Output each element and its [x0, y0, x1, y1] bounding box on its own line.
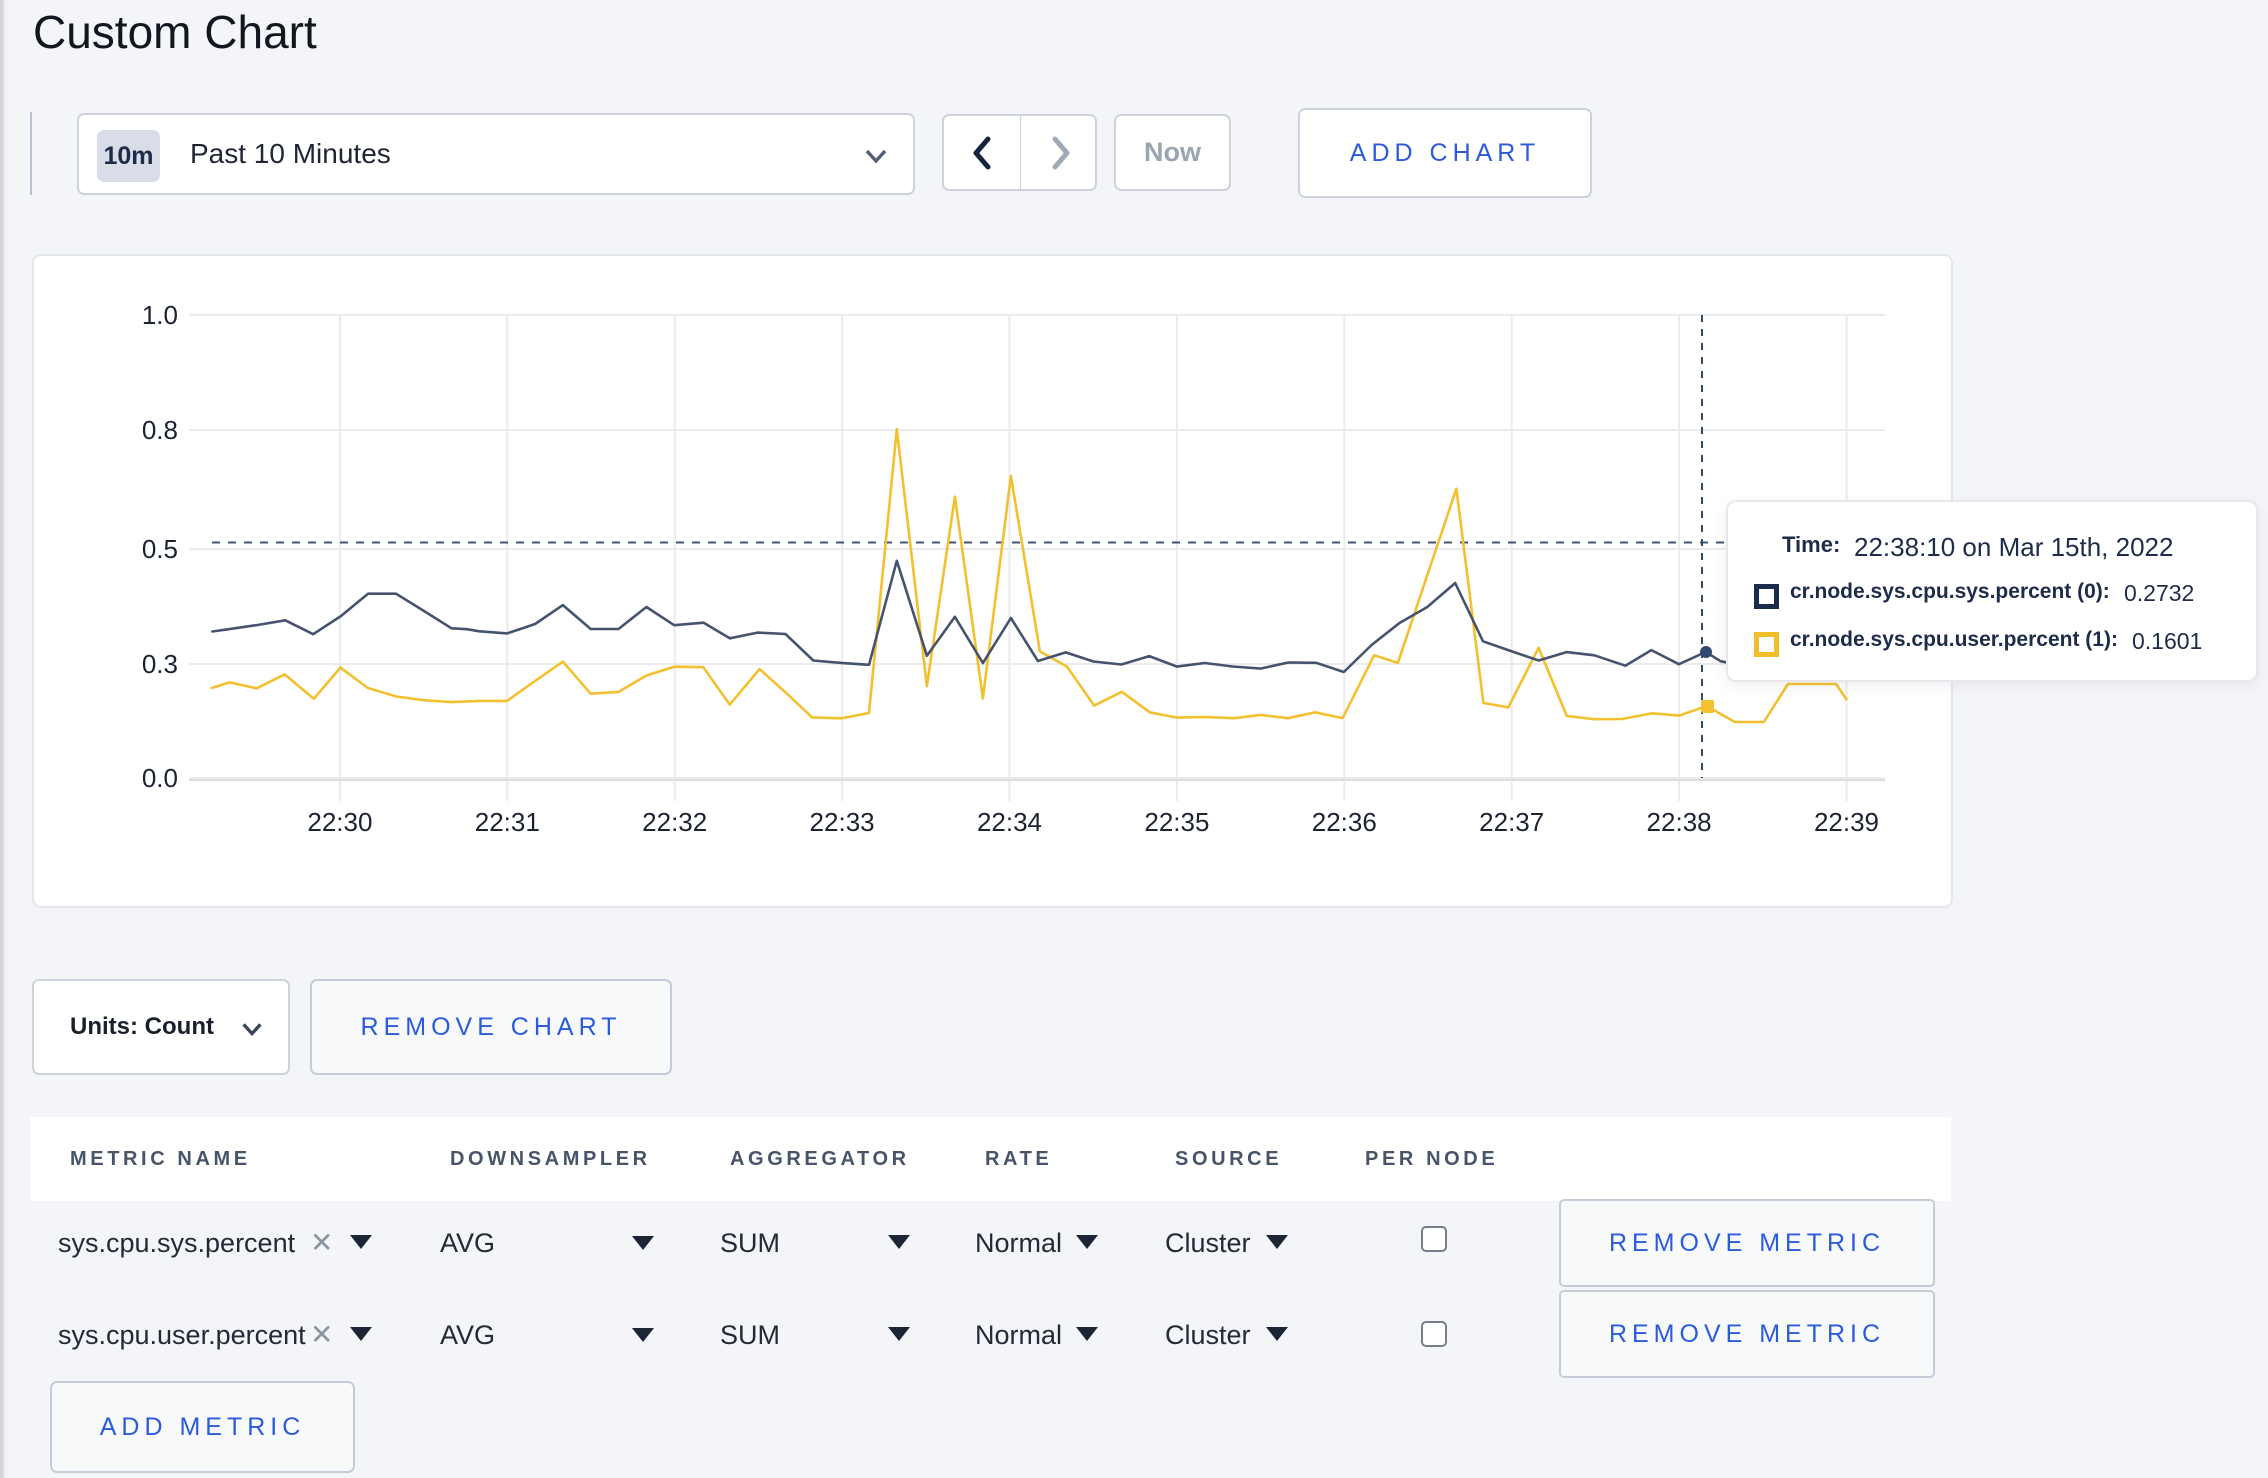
svg-text:22:33: 22:33 — [810, 807, 875, 837]
svg-text:22:36: 22:36 — [1312, 807, 1377, 837]
svg-text:22:39: 22:39 — [1814, 807, 1879, 837]
svg-text:22:34: 22:34 — [977, 807, 1042, 837]
svg-text:22:37: 22:37 — [1479, 807, 1544, 837]
svg-text:0.0: 0.0 — [142, 763, 178, 793]
svg-text:22:38: 22:38 — [1647, 807, 1712, 837]
svg-text:22:30: 22:30 — [307, 807, 372, 837]
svg-text:22:32: 22:32 — [642, 807, 707, 837]
svg-text:22:35: 22:35 — [1144, 807, 1209, 837]
svg-text:1.0: 1.0 — [142, 300, 178, 330]
svg-text:0.3: 0.3 — [142, 649, 178, 679]
svg-text:22:31: 22:31 — [475, 807, 540, 837]
svg-text:0.5: 0.5 — [142, 534, 178, 564]
svg-text:0.8: 0.8 — [142, 415, 178, 445]
